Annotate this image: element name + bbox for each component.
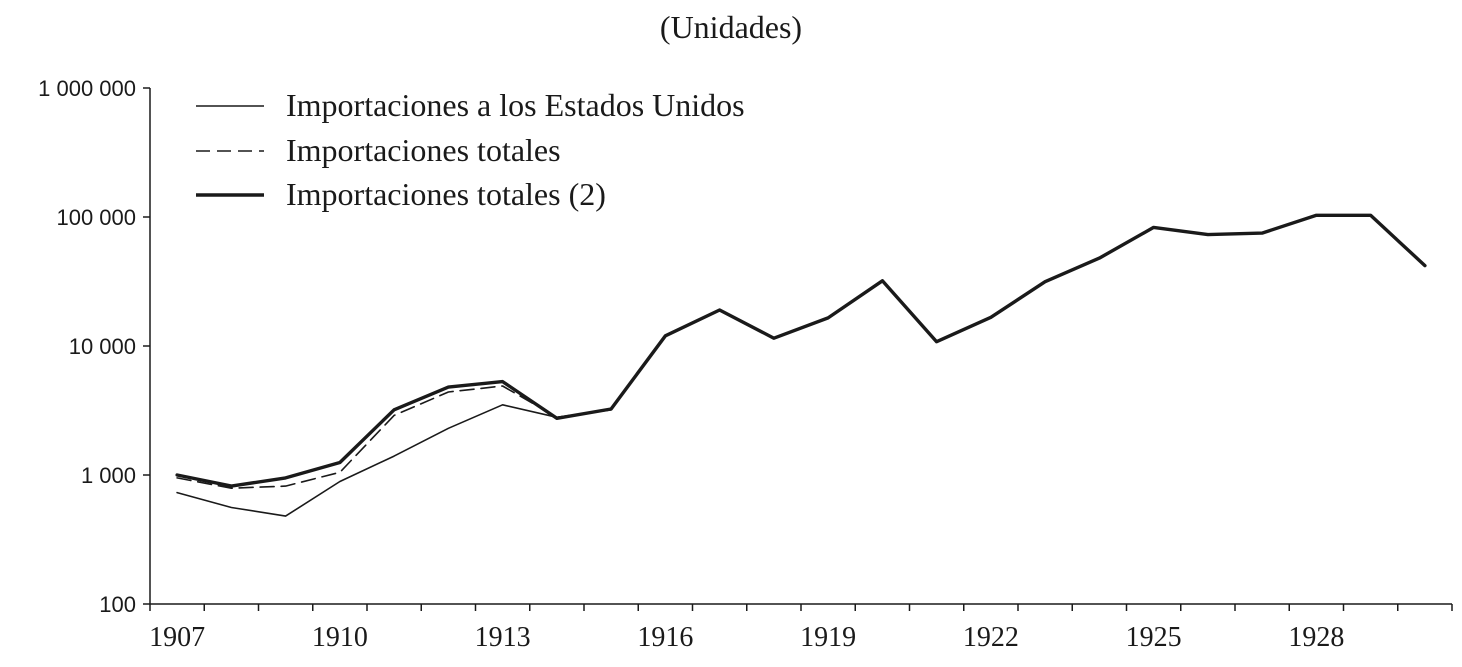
x-tick-label: 1907 (149, 622, 205, 653)
y-tick-label: 10 000 (69, 334, 136, 359)
series-line-3 (175, 213, 1427, 488)
legend-label-3: Importaciones totales (2) (286, 176, 606, 212)
legend-label-2: Importaciones totales (286, 132, 561, 168)
y-tick-label: 100 000 (56, 205, 136, 230)
x-tick-label: 1916 (637, 622, 693, 653)
axes: 100 1 000 10 000 100 000 1 000 000 1907 1910 19… (38, 76, 1453, 653)
x-tick-label: 1922 (963, 622, 1019, 653)
series-layer (175, 213, 1427, 517)
x-tick-label: 1928 (1288, 622, 1344, 653)
y-tick-label: 1 000 (81, 463, 136, 488)
series-line-1 (176, 403, 612, 517)
y-tick-label: 1 000 000 (38, 76, 136, 101)
legend-label-1: Importaciones a los Estados Unidos (286, 87, 745, 123)
x-tick-label: 1913 (475, 622, 531, 653)
x-tick-label: 1925 (1126, 622, 1182, 653)
x-tick-label: 1910 (312, 622, 368, 653)
chart-title: (Unidades) (660, 9, 802, 45)
y-tick-label: 100 (99, 592, 136, 617)
x-tick-label: 1919 (800, 622, 856, 653)
series-line-2 (176, 385, 612, 490)
legend: Importaciones a los Estados Unidos Import… (196, 87, 745, 212)
